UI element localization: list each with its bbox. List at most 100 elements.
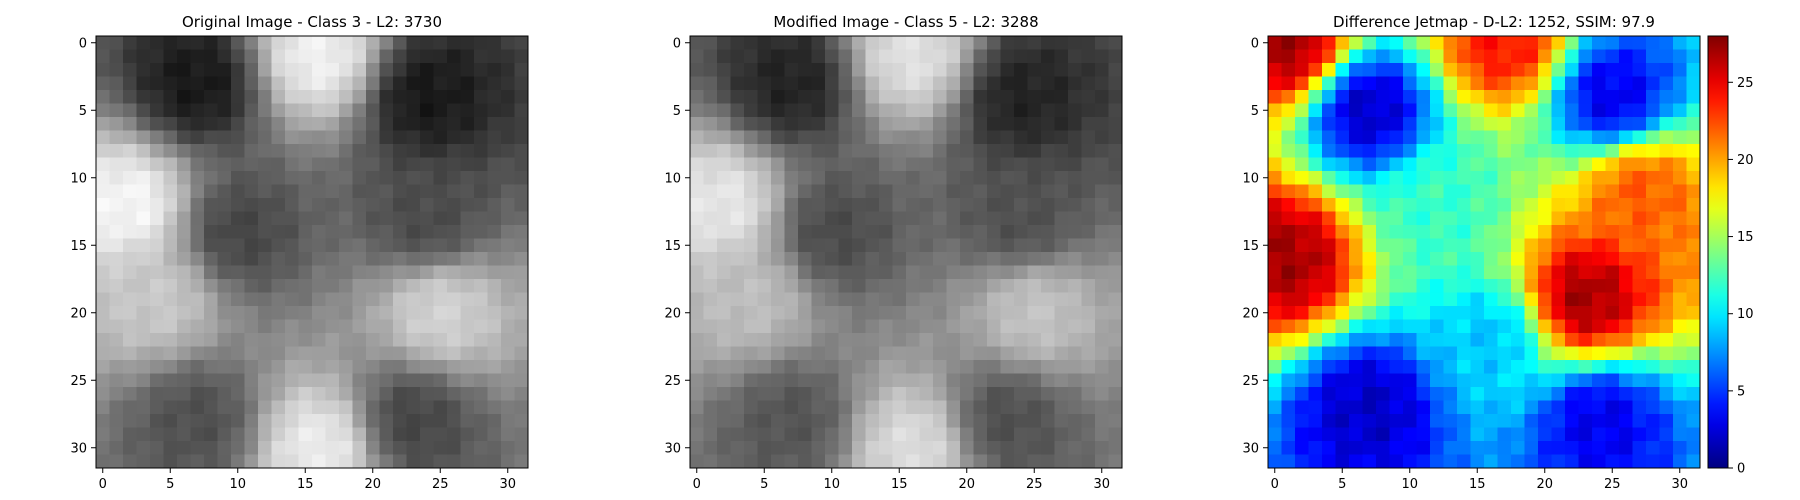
heatmap-cell xyxy=(163,373,178,388)
heatmap-cell xyxy=(339,454,353,469)
heatmap-cell xyxy=(190,252,205,266)
heatmap-cell xyxy=(1403,198,1417,212)
heatmap-cell xyxy=(1000,265,1015,280)
heatmap-cell xyxy=(1632,333,1647,347)
heatmap-cell xyxy=(379,130,394,145)
heatmap-cell xyxy=(1054,238,1069,253)
heatmap-cell xyxy=(1646,252,1660,266)
heatmap-cell xyxy=(1349,360,1363,374)
heatmap-cell xyxy=(1551,387,1566,401)
heatmap-cell xyxy=(271,319,286,334)
heatmap-cell xyxy=(1673,144,1687,158)
heatmap-cell xyxy=(1362,319,1377,334)
heatmap-cell xyxy=(825,346,839,361)
heatmap-cell xyxy=(204,225,218,239)
heatmap-cell xyxy=(136,414,151,428)
heatmap-cell xyxy=(487,36,502,50)
heatmap-cell xyxy=(933,225,947,239)
heatmap-cell xyxy=(1349,198,1363,212)
heatmap-cell xyxy=(1108,333,1123,347)
heatmap-cell xyxy=(798,400,812,415)
heatmap-cell xyxy=(379,63,394,77)
heatmap-cell xyxy=(487,238,502,253)
heatmap-cell xyxy=(1619,279,1633,293)
heatmap-cell xyxy=(366,360,380,374)
heatmap-cell xyxy=(1511,130,1525,145)
heatmap-cell xyxy=(771,333,785,347)
heatmap-cell xyxy=(204,360,218,374)
heatmap-cell xyxy=(366,346,380,361)
heatmap-cell xyxy=(744,454,758,469)
heatmap-cell xyxy=(1014,198,1028,212)
heatmap-cell xyxy=(433,346,448,361)
heatmap-cell xyxy=(1646,238,1660,253)
heatmap-cell xyxy=(366,76,380,91)
heatmap-cell xyxy=(1081,387,1096,401)
heatmap-cell xyxy=(1443,198,1458,212)
heatmap-cell xyxy=(771,373,785,388)
heatmap-cell xyxy=(757,184,772,199)
heatmap-cell xyxy=(1646,103,1660,118)
heatmap-cell xyxy=(1592,292,1606,307)
heatmap-cell xyxy=(1416,279,1431,293)
heatmap-cell xyxy=(339,333,353,347)
heatmap-cell xyxy=(231,279,245,293)
heatmap-cell xyxy=(1403,387,1417,401)
heatmap-cell xyxy=(96,184,110,199)
heatmap-cell xyxy=(352,387,367,401)
heatmap-cell xyxy=(433,252,448,266)
heatmap-cell xyxy=(1538,171,1552,185)
heatmap-cell xyxy=(1095,36,1109,50)
heatmap-cell xyxy=(852,184,866,199)
heatmap-cell xyxy=(393,144,407,158)
heatmap-cell xyxy=(96,454,110,469)
heatmap-cell xyxy=(1457,279,1471,293)
heatmap-cell xyxy=(163,414,178,428)
heatmap-cell xyxy=(163,360,178,374)
heatmap-cell xyxy=(784,346,799,361)
heatmap-cell xyxy=(217,36,232,50)
heatmap-cell xyxy=(460,265,475,280)
heatmap-cell xyxy=(1362,90,1377,104)
heatmap-cell xyxy=(1349,103,1363,118)
heatmap-cell xyxy=(217,49,232,64)
heatmap-cell xyxy=(1081,306,1096,320)
heatmap-cell xyxy=(514,414,529,428)
heatmap-cell xyxy=(1592,36,1606,50)
heatmap-cell xyxy=(96,225,110,239)
heatmap-cell xyxy=(244,36,259,50)
heatmap-cell xyxy=(1605,171,1620,185)
heatmap-cell xyxy=(217,360,232,374)
heatmap-cell xyxy=(285,238,299,253)
heatmap-cell xyxy=(1041,76,1055,91)
heatmap-cell xyxy=(1054,76,1069,91)
heatmap-cell xyxy=(1403,130,1417,145)
heatmap-cell xyxy=(1268,373,1282,388)
heatmap-cell xyxy=(1281,184,1296,199)
heatmap-cell xyxy=(190,373,205,388)
heatmap-cell xyxy=(1000,319,1015,334)
heatmap-cell xyxy=(339,265,353,280)
heatmap-cell xyxy=(1108,360,1123,374)
heatmap-cell xyxy=(1632,265,1647,280)
heatmap-cell xyxy=(1308,400,1323,415)
heatmap-cell xyxy=(285,117,299,131)
heatmap-cell xyxy=(285,333,299,347)
heatmap-cell xyxy=(352,36,367,50)
heatmap-cell xyxy=(892,211,907,226)
heatmap-cell xyxy=(1268,454,1282,469)
heatmap-cell xyxy=(1335,333,1350,347)
heatmap-cell xyxy=(501,373,515,388)
heatmap-cell xyxy=(1632,400,1647,415)
heatmap-cell xyxy=(1027,198,1042,212)
panel-modified: Modified Image - Class 5 - L2: 3288 0 5 10… xyxy=(664,13,1123,492)
heatmap-cell xyxy=(325,238,340,253)
heatmap-cell xyxy=(393,49,407,64)
heatmap-cell xyxy=(1430,130,1444,145)
heatmap-cell xyxy=(501,265,515,280)
heatmap-cell xyxy=(1054,360,1069,374)
heatmap-cell xyxy=(433,184,448,199)
heatmap-cell xyxy=(339,211,353,226)
heatmap-cell xyxy=(1605,76,1620,91)
heatmap-cell xyxy=(231,198,245,212)
